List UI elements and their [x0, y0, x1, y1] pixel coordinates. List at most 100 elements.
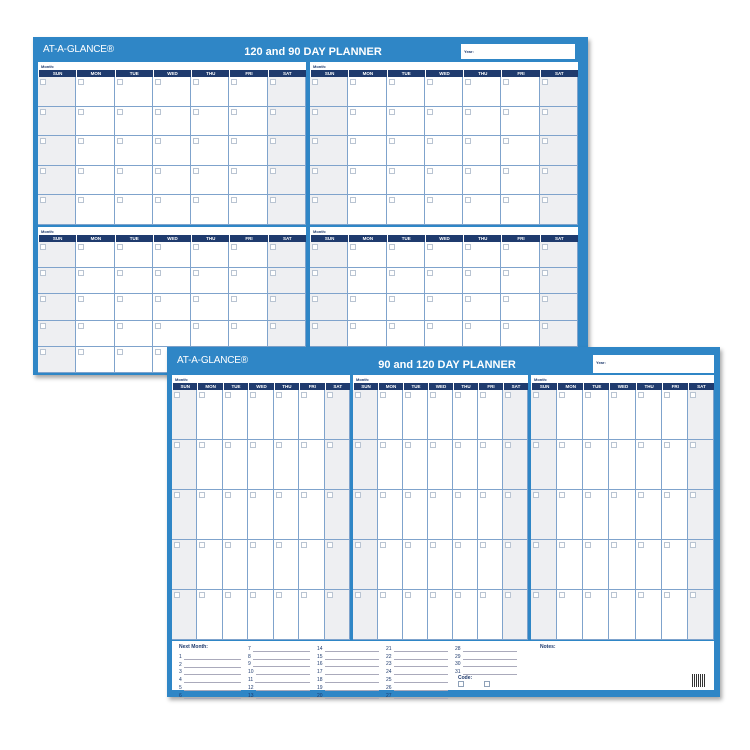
day-line[interactable]: 11: [248, 675, 310, 683]
day-cell[interactable]: [267, 242, 306, 269]
day-cell[interactable]: [609, 440, 636, 490]
day-cell[interactable]: [267, 136, 306, 166]
day-line[interactable]: 14: [317, 644, 379, 652]
day-cell[interactable]: [583, 540, 610, 590]
day-cell[interactable]: [583, 390, 610, 440]
day-line[interactable]: 26: [386, 683, 448, 691]
day-line[interactable]: 25: [386, 675, 448, 683]
day-cell[interactable]: [501, 106, 540, 137]
day-cell[interactable]: [114, 268, 153, 295]
day-cell[interactable]: [503, 590, 528, 640]
day-cell[interactable]: [310, 165, 349, 196]
day-cell[interactable]: [76, 136, 115, 166]
day-cell[interactable]: [191, 165, 230, 196]
day-cell[interactable]: [222, 490, 249, 540]
day-cell[interactable]: [114, 242, 153, 269]
day-line[interactable]: 16: [317, 660, 379, 668]
month-field[interactable]: Month:: [353, 375, 528, 383]
day-cell[interactable]: [386, 242, 425, 269]
day-cell[interactable]: [539, 195, 578, 225]
day-cell[interactable]: [248, 490, 274, 540]
day-cell[interactable]: [424, 320, 464, 347]
day-cell[interactable]: [191, 106, 230, 137]
day-cell[interactable]: [76, 77, 115, 107]
day-cell[interactable]: [348, 268, 387, 295]
day-cell[interactable]: [267, 294, 306, 321]
code-checkbox[interactable]: [458, 681, 464, 687]
day-cell[interactable]: [222, 540, 249, 590]
day-cell[interactable]: [299, 390, 325, 440]
day-cell[interactable]: [378, 540, 403, 590]
day-cell[interactable]: [222, 590, 249, 640]
day-cell[interactable]: [348, 294, 387, 321]
day-cell[interactable]: [76, 320, 115, 347]
day-cell[interactable]: [463, 242, 502, 269]
day-cell[interactable]: [273, 590, 300, 640]
day-cell[interactable]: [222, 440, 249, 490]
day-cell[interactable]: [531, 490, 558, 540]
day-cell[interactable]: [152, 268, 192, 295]
day-cell[interactable]: [378, 390, 403, 440]
day-cell[interactable]: [403, 440, 428, 490]
day-cell[interactable]: [478, 540, 503, 590]
year-field[interactable]: Year:: [593, 355, 714, 373]
day-cell[interactable]: [353, 590, 378, 640]
day-cell[interactable]: [386, 77, 425, 107]
day-line[interactable]: 17: [317, 667, 379, 676]
day-cell[interactable]: [635, 540, 662, 590]
day-cell[interactable]: [463, 136, 502, 166]
day-cell[interactable]: [539, 136, 578, 166]
day-cell[interactable]: [661, 440, 688, 490]
day-cell[interactable]: [191, 268, 230, 295]
day-cell[interactable]: [424, 77, 464, 107]
day-cell[interactable]: [478, 490, 503, 540]
day-cell[interactable]: [310, 294, 349, 321]
day-cell[interactable]: [114, 346, 153, 373]
day-cell[interactable]: [424, 294, 464, 321]
day-cell[interactable]: [531, 440, 558, 490]
day-cell[interactable]: [428, 540, 453, 590]
day-line[interactable]: 12: [248, 683, 310, 691]
day-cell[interactable]: [299, 440, 325, 490]
day-line[interactable]: 9: [248, 660, 310, 668]
day-cell[interactable]: [114, 165, 153, 196]
day-cell[interactable]: [348, 165, 387, 196]
day-cell[interactable]: [299, 540, 325, 590]
day-cell[interactable]: [38, 294, 77, 321]
day-cell[interactable]: [453, 590, 478, 640]
day-cell[interactable]: [348, 106, 387, 137]
day-cell[interactable]: [378, 440, 403, 490]
day-cell[interactable]: [386, 165, 425, 196]
day-cell[interactable]: [501, 320, 540, 347]
day-cell[interactable]: [191, 320, 230, 347]
day-cell[interactable]: [501, 242, 540, 269]
day-cell[interactable]: [403, 540, 428, 590]
day-cell[interactable]: [310, 106, 349, 137]
day-cell[interactable]: [348, 242, 387, 269]
day-cell[interactable]: [609, 490, 636, 540]
day-line[interactable]: 1: [179, 652, 241, 660]
day-cell[interactable]: [191, 195, 230, 225]
day-line[interactable]: 5: [179, 683, 241, 691]
day-cell[interactable]: [463, 195, 502, 225]
day-cell[interactable]: [557, 490, 584, 540]
day-cell[interactable]: [38, 165, 77, 196]
day-cell[interactable]: [38, 136, 77, 166]
day-cell[interactable]: [428, 440, 453, 490]
day-cell[interactable]: [229, 242, 268, 269]
day-cell[interactable]: [229, 106, 268, 137]
day-cell[interactable]: [557, 590, 584, 640]
day-cell[interactable]: [273, 540, 300, 590]
day-cell[interactable]: [152, 136, 192, 166]
day-cell[interactable]: [229, 165, 268, 196]
day-cell[interactable]: [267, 165, 306, 196]
day-cell[interactable]: [197, 590, 223, 640]
day-cell[interactable]: [531, 390, 558, 440]
day-cell[interactable]: [114, 294, 153, 321]
day-cell[interactable]: [353, 540, 378, 590]
day-cell[interactable]: [324, 540, 350, 590]
day-cell[interactable]: [197, 390, 223, 440]
day-cell[interactable]: [38, 268, 77, 295]
day-cell[interactable]: [152, 294, 192, 321]
day-cell[interactable]: [76, 268, 115, 295]
